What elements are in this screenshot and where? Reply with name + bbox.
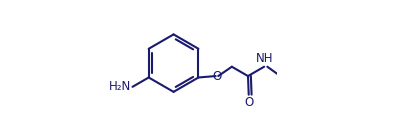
Text: O: O [243,96,253,109]
Text: O: O [211,70,221,82]
Text: NH: NH [256,52,273,65]
Text: H₂N: H₂N [109,80,131,93]
